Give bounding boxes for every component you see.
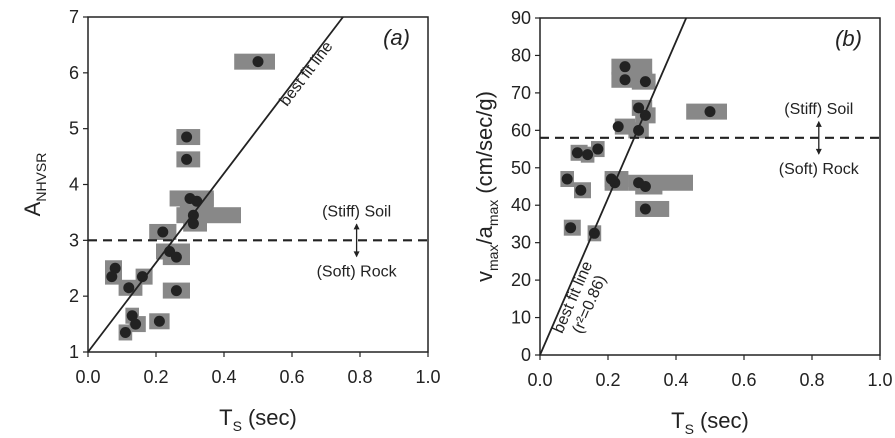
data-point bbox=[592, 143, 604, 155]
data-point bbox=[639, 203, 651, 215]
data-point bbox=[704, 106, 716, 118]
y-tick-label: 50 bbox=[511, 158, 531, 178]
fit-label: best fit line bbox=[277, 38, 337, 109]
data-point bbox=[565, 222, 577, 234]
data-point bbox=[633, 102, 645, 114]
data-point bbox=[561, 173, 573, 185]
x-tick-label: 0.8 bbox=[799, 370, 824, 390]
panel-label: (b) bbox=[835, 26, 862, 51]
data-point bbox=[639, 76, 651, 88]
best-fit-line bbox=[87, 16, 344, 353]
x-tick-label: 1.0 bbox=[867, 370, 892, 390]
threshold-above-label: (Stiff) Soil bbox=[322, 203, 391, 220]
best-fit-line bbox=[539, 17, 688, 356]
y-tick-label: 70 bbox=[511, 83, 531, 103]
data-point bbox=[187, 218, 199, 230]
data-point bbox=[119, 326, 131, 338]
y-tick-label: 2 bbox=[69, 286, 79, 306]
data-point bbox=[619, 61, 631, 73]
x-tick-label: 1.0 bbox=[415, 367, 440, 387]
label-subscript: NHVSR bbox=[33, 153, 49, 202]
label-subscript: max bbox=[485, 245, 501, 271]
x-tick-label: 0.6 bbox=[279, 367, 304, 387]
label-subscript: S bbox=[233, 418, 242, 434]
label-part: /a bbox=[472, 225, 497, 244]
y-tick-label: 5 bbox=[69, 119, 79, 139]
data-point bbox=[170, 251, 182, 263]
data-point bbox=[619, 74, 631, 86]
data-point bbox=[582, 149, 594, 161]
label-part: (cm/sec/g) bbox=[472, 91, 497, 194]
data-point bbox=[106, 271, 118, 283]
y-tick-label: 3 bbox=[69, 230, 79, 250]
y-tick-label: 0 bbox=[521, 345, 531, 365]
plot-frame bbox=[539, 17, 881, 356]
y-tick-label: 90 bbox=[511, 8, 531, 28]
data-point bbox=[170, 285, 182, 297]
data-point bbox=[130, 318, 142, 330]
x-tick-label: 0.0 bbox=[527, 370, 552, 390]
y-axis-label: vmax/amax(cm/sec/g) bbox=[472, 91, 501, 282]
y-tick-label: 30 bbox=[511, 233, 531, 253]
y-tick-label: 6 bbox=[69, 63, 79, 83]
y-tick-label: 80 bbox=[511, 45, 531, 65]
y-tick-label: 40 bbox=[511, 195, 531, 215]
y-tick-label: 20 bbox=[511, 270, 531, 290]
y-axis-label: ANHVSR bbox=[20, 153, 49, 217]
y-tick-label: 10 bbox=[511, 308, 531, 328]
y-tick-label: 1 bbox=[69, 342, 79, 362]
data-point bbox=[109, 262, 121, 274]
data-point bbox=[136, 271, 148, 283]
data-point bbox=[612, 121, 624, 133]
y-tick-label: 60 bbox=[511, 120, 531, 140]
data-point bbox=[153, 315, 165, 327]
x-tick-label: 0.4 bbox=[211, 367, 236, 387]
y-tick-label: 4 bbox=[69, 175, 79, 195]
data-point bbox=[157, 226, 169, 238]
threshold-below-label: (Soft) Rock bbox=[779, 161, 860, 178]
label-subscript: max bbox=[485, 200, 501, 226]
label-part: (sec) bbox=[700, 408, 749, 433]
data-point bbox=[123, 282, 135, 294]
x-tick-label: 0.4 bbox=[663, 370, 688, 390]
x-axis-label: TS (sec) bbox=[671, 408, 749, 437]
data-point bbox=[252, 56, 264, 68]
threshold-below-label: (Soft) Rock bbox=[317, 263, 398, 280]
data-point bbox=[571, 147, 583, 159]
label-part: T bbox=[219, 405, 232, 430]
data-point bbox=[126, 310, 138, 322]
label-part: v bbox=[472, 271, 497, 282]
label-part: T bbox=[671, 408, 684, 433]
panel-label: (a) bbox=[383, 25, 410, 50]
x-tick-label: 0.2 bbox=[143, 367, 168, 387]
x-tick-label: 0.2 bbox=[595, 370, 620, 390]
x-tick-label: 0.8 bbox=[347, 367, 372, 387]
label-part: (sec) bbox=[248, 405, 297, 430]
data-point bbox=[181, 131, 193, 143]
x-tick-label: 0.6 bbox=[731, 370, 756, 390]
data-point bbox=[575, 184, 587, 196]
label-subscript: S bbox=[685, 421, 694, 437]
data-point bbox=[181, 153, 193, 165]
y-tick-label: 7 bbox=[69, 7, 79, 27]
x-tick-label: 0.0 bbox=[75, 367, 100, 387]
threshold-above-label: (Stiff) Soil bbox=[784, 101, 853, 118]
label-part: A bbox=[20, 201, 45, 216]
data-point bbox=[639, 181, 651, 192]
x-axis-label: TS (sec) bbox=[219, 405, 297, 434]
